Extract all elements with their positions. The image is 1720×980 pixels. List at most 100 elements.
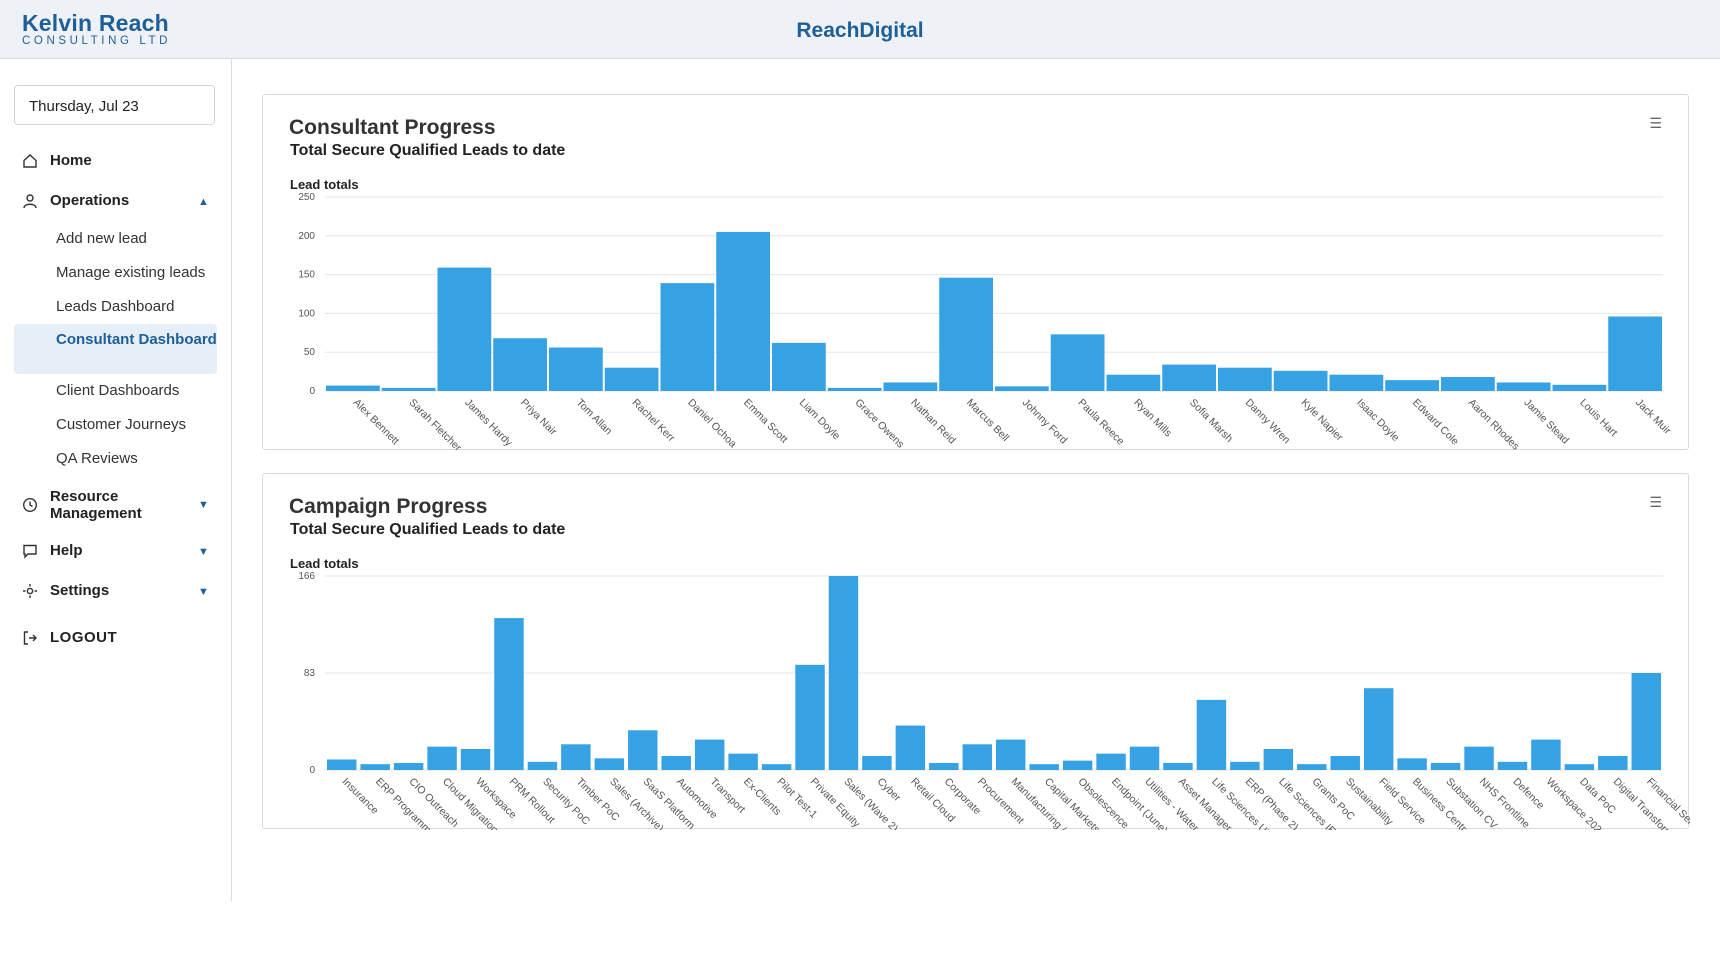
user-icon: [22, 193, 38, 209]
x-tick-label: James Hardy: [462, 397, 515, 450]
x-tick-label: Sofia Marsh: [1187, 397, 1235, 445]
bar: [1129, 746, 1160, 770]
bar: [360, 764, 390, 770]
bar: [996, 739, 1026, 770]
sidebar-item-consultant-dashboard[interactable]: Consultant Dashboard: [14, 324, 217, 374]
bar: [460, 748, 491, 770]
bar: [1329, 374, 1384, 391]
bar: [1106, 374, 1161, 391]
top-bar: Kelvin Reach CONSULTING LTD ReachDigital: [0, 0, 1720, 59]
x-tick-label: Emma Scott: [741, 397, 790, 446]
nav-resource-management-label: Resource Management: [50, 488, 142, 522]
nav-operations-label: Operations: [50, 192, 130, 209]
bar: [1230, 761, 1260, 770]
x-tick-label: Daniel Ochoa: [685, 397, 739, 451]
y-tick-label: 0: [309, 386, 315, 397]
bar: [1497, 761, 1528, 770]
app-title: ReachDigital: [796, 19, 924, 42]
bar: [862, 755, 892, 770]
x-tick-label: Louis Hart: [1577, 397, 1619, 439]
bar: [1598, 755, 1628, 770]
bar: [772, 342, 826, 391]
x-tick-label: Nathan Reid: [908, 397, 958, 447]
x-tick-label: Edward Cole: [1410, 397, 1461, 448]
sidebar-item-consultant-dashboard-label: Consultant Dashboard: [56, 331, 217, 348]
campaign-progress-card: Campaign Progress Total Secure Qualified…: [262, 473, 1690, 830]
bar: [995, 386, 1049, 391]
bar: [326, 385, 380, 391]
logo-main-text: Kelvin Reach: [22, 10, 169, 36]
nav-logout[interactable]: LOGOUT: [22, 629, 117, 646]
bar: [1385, 380, 1439, 391]
x-tick-label: Rachel Kerr: [630, 397, 678, 445]
x-tick-label: Ryan Mills: [1131, 397, 1174, 440]
chevron-down-icon[interactable]: ▼: [198, 586, 209, 598]
bar: [1273, 370, 1328, 391]
company-logo[interactable]: Kelvin Reach CONSULTING LTD: [22, 12, 171, 48]
bar: [1062, 760, 1093, 770]
chevron-down-icon[interactable]: ▼: [198, 546, 209, 558]
hamburger-icon[interactable]: ☰: [1649, 115, 1662, 131]
bar: [1218, 367, 1272, 391]
y-tick-label: 50: [304, 347, 316, 358]
bar: [1496, 382, 1551, 391]
y-tick-label: 250: [298, 192, 315, 203]
bar: [795, 664, 825, 770]
nav-resource-management[interactable]: Resource Management: [22, 488, 160, 522]
bar: [883, 382, 938, 391]
nav-settings[interactable]: Settings: [22, 582, 109, 599]
bar: [1464, 746, 1494, 770]
nav-operations[interactable]: Operations: [22, 192, 129, 209]
sidebar-item-add-new-lead[interactable]: Add new lead: [56, 230, 147, 247]
y-tick-label: 166: [298, 571, 315, 582]
bar: [761, 764, 792, 770]
clock-icon: [22, 497, 38, 513]
sidebar-item-customer-journeys[interactable]: Customer Journeys: [56, 416, 187, 433]
bar: [1196, 699, 1227, 770]
sidebar-item-client-dashboards[interactable]: Client Dashboards: [56, 382, 180, 399]
bar: [694, 739, 725, 770]
logout-icon: [22, 630, 38, 646]
bar: [427, 746, 457, 770]
bar: [728, 753, 758, 770]
chart-title: Consultant Progress: [289, 116, 496, 139]
nav-home[interactable]: Home: [22, 152, 92, 169]
bar: [1608, 316, 1662, 391]
x-tick-label: Alex Bennett: [351, 397, 402, 448]
bar: [493, 338, 547, 391]
bar: [594, 758, 625, 770]
bar: [1297, 764, 1327, 770]
bar: [716, 231, 770, 391]
bar: [962, 744, 992, 770]
nav-settings-label: Settings: [50, 582, 110, 599]
bar: [929, 762, 959, 770]
x-tick-label: Jack Muir: [1633, 397, 1674, 438]
sidebar-item-manage-existing-leads[interactable]: Manage existing leads: [56, 264, 206, 281]
bar: [527, 761, 558, 770]
date-display[interactable]: Thursday, Jul 23: [14, 85, 215, 125]
bar: [1531, 739, 1561, 770]
hamburger-icon[interactable]: ☰: [1649, 494, 1662, 510]
chevron-up-icon[interactable]: ▲: [198, 196, 209, 208]
chevron-down-icon[interactable]: ▼: [198, 499, 209, 511]
y-tick-label: 0: [309, 765, 315, 776]
bar: [1363, 688, 1394, 770]
chart-title: Campaign Progress: [289, 495, 488, 518]
x-tick-label: Aaron Rhodes: [1466, 397, 1522, 451]
x-tick-label: Danny Wren: [1243, 397, 1293, 447]
sidebar-item-qa-reviews[interactable]: QA Reviews: [56, 450, 138, 467]
bar: [1163, 762, 1193, 770]
nav-help[interactable]: Help: [22, 542, 83, 559]
x-tick-label: Paula Reece: [1076, 397, 1127, 448]
y-axis-label: Lead totals: [290, 177, 359, 192]
bar: [939, 277, 993, 391]
bar: [828, 576, 859, 770]
chat-icon: [22, 543, 38, 559]
sidebar-item-leads-dashboard[interactable]: Leads Dashboard: [56, 298, 175, 315]
gear-icon: [22, 583, 38, 599]
bar: [494, 618, 524, 770]
nav-logout-label: LOGOUT: [50, 629, 118, 646]
bar: [437, 267, 492, 391]
bar: [827, 387, 882, 391]
y-tick-label: 100: [298, 308, 315, 319]
